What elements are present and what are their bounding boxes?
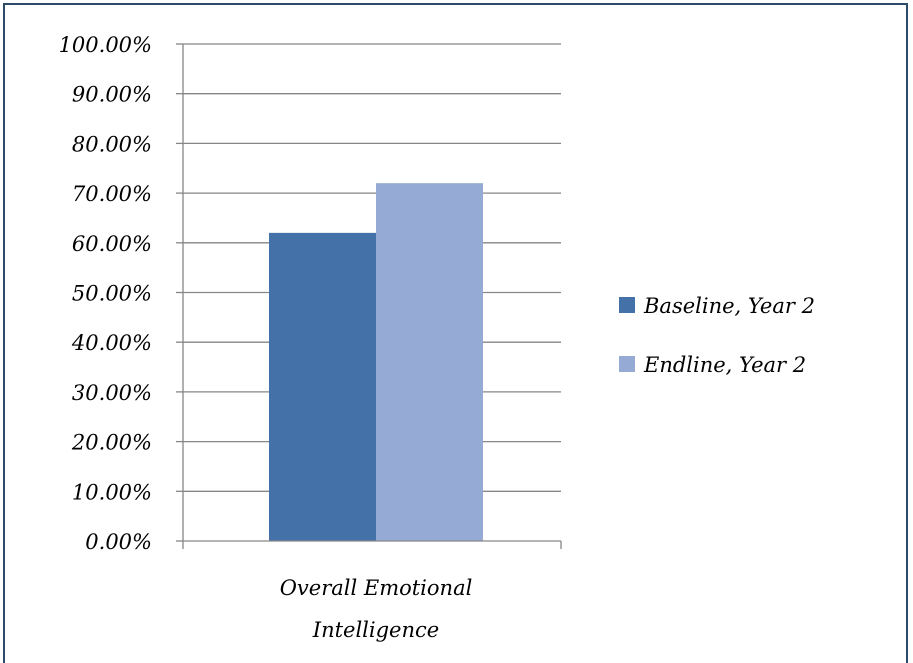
y-tick-label: 20.00%: [71, 431, 152, 455]
legend-label-0: Baseline, Year 2: [643, 294, 815, 318]
y-tick-label: 60.00%: [72, 232, 152, 256]
y-tick-label: 90.00%: [72, 83, 152, 107]
y-tick-label: 70.00%: [72, 182, 152, 206]
category-labels: Overall Emotional Intelligence: [280, 576, 473, 642]
bar-0-0: [269, 232, 376, 542]
bars: [269, 183, 483, 542]
y-tick-label: 30.00%: [72, 381, 152, 405]
legend-label-1: Endline, Year 2: [643, 353, 806, 377]
category-label-line: Overall Emotional: [280, 576, 473, 600]
bar-1-0: [376, 183, 483, 541]
x-axis: [182, 44, 562, 549]
y-tick-label: 80.00%: [72, 132, 152, 156]
y-tick-label: 40.00%: [71, 331, 152, 355]
y-tick-label: 50.00%: [72, 282, 152, 306]
legend-swatch-0: [619, 297, 635, 313]
y-axis-tick-labels: 0.00% 10.00% 20.00% 30.00% 40.00% 50.00% 60.00…: [59, 33, 152, 554]
y-tick-label: 0.00%: [85, 530, 152, 554]
legend-swatch-1: [619, 356, 635, 372]
y-tick-label: 100.00%: [59, 33, 152, 57]
y-tick-label: 10.00%: [72, 480, 152, 504]
legend: Baseline, Year 2 Endline, Year 2: [619, 294, 815, 377]
category-label-line: Intelligence: [312, 618, 439, 642]
